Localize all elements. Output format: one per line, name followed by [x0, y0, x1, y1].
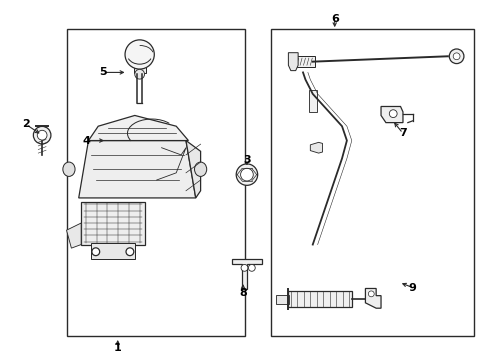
Circle shape — [367, 291, 373, 297]
Bar — [276, 295, 289, 304]
Text: 4: 4 — [82, 136, 90, 145]
Bar — [293, 56, 315, 67]
Text: 8: 8 — [239, 288, 246, 298]
Ellipse shape — [194, 162, 206, 176]
Circle shape — [388, 110, 396, 118]
Bar — [288, 291, 351, 307]
Bar — [134, 54, 145, 73]
Text: 9: 9 — [408, 283, 416, 293]
Circle shape — [448, 49, 463, 64]
Polygon shape — [380, 107, 402, 123]
Circle shape — [236, 164, 257, 185]
Circle shape — [125, 40, 154, 69]
Polygon shape — [288, 53, 298, 71]
Polygon shape — [66, 223, 81, 248]
Text: 1: 1 — [114, 343, 122, 353]
Circle shape — [248, 265, 255, 271]
Circle shape — [240, 168, 253, 181]
Polygon shape — [310, 142, 322, 153]
Circle shape — [92, 248, 100, 256]
Polygon shape — [185, 140, 200, 198]
Text: 5: 5 — [99, 67, 107, 77]
Polygon shape — [88, 116, 188, 140]
Polygon shape — [232, 259, 261, 289]
Circle shape — [241, 265, 247, 271]
Ellipse shape — [63, 162, 75, 176]
Bar — [66, 30, 244, 336]
Text: 3: 3 — [243, 155, 250, 165]
Circle shape — [126, 248, 134, 256]
Bar — [271, 30, 473, 336]
Circle shape — [33, 126, 51, 144]
Circle shape — [135, 69, 144, 79]
Bar — [91, 243, 135, 259]
Polygon shape — [365, 288, 380, 308]
Bar — [81, 202, 144, 244]
Bar — [308, 90, 316, 112]
Text: 7: 7 — [398, 129, 406, 138]
Circle shape — [37, 130, 47, 140]
Text: 2: 2 — [22, 120, 30, 129]
Polygon shape — [79, 140, 195, 198]
Text: 6: 6 — [330, 14, 338, 24]
Circle shape — [452, 53, 459, 60]
